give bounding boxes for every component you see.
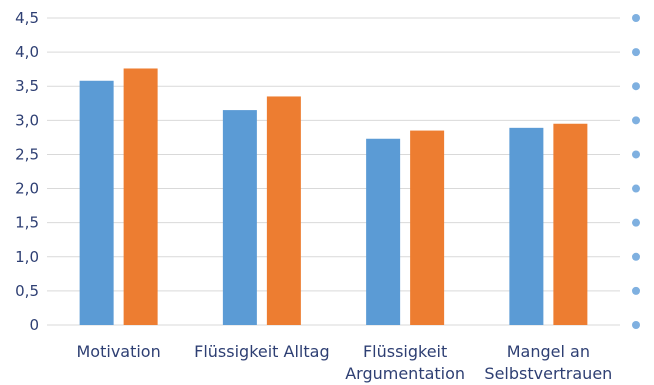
bar bbox=[123, 68, 158, 326]
right-axis-marker bbox=[632, 184, 640, 193]
y-tick-label: 4,0 bbox=[15, 43, 39, 61]
right-axis-marker bbox=[632, 82, 640, 91]
bar bbox=[509, 127, 544, 326]
y-tick-label: 2,0 bbox=[15, 180, 39, 198]
x-axis-category-labels: Motivation Flüssigkeit Alltag Flüssigkeit A… bbox=[77, 342, 613, 383]
right-axis-marker bbox=[632, 218, 640, 227]
y-tick-label: 4,5 bbox=[15, 9, 39, 27]
bar bbox=[366, 138, 401, 325]
right-axis-markers bbox=[632, 14, 640, 329]
bar bbox=[222, 110, 257, 325]
right-axis-marker bbox=[632, 286, 640, 295]
right-axis-marker bbox=[632, 252, 640, 261]
x-category-label: Motivation bbox=[77, 342, 161, 361]
y-tick-label: 0,5 bbox=[15, 282, 39, 300]
x-category-label: Flüssigkeit Argumentation bbox=[345, 342, 465, 383]
bar bbox=[553, 123, 588, 325]
right-axis-marker bbox=[632, 48, 640, 57]
y-tick-label: 1,5 bbox=[15, 214, 39, 232]
x-category-label: Mangel an Selbstvertrauen bbox=[484, 342, 612, 383]
y-axis-tick-labels: 0 0,5 1,0 1,5 2,0 2,5 3,0 3,5 4,0 4,5 bbox=[15, 9, 39, 334]
right-axis-marker bbox=[632, 150, 640, 159]
x-category-label: Flüssigkeit Alltag bbox=[194, 342, 329, 361]
y-tick-label: 2,5 bbox=[15, 145, 39, 163]
y-tick-label: 1,0 bbox=[15, 248, 39, 266]
bar bbox=[266, 96, 301, 325]
right-axis-marker bbox=[632, 14, 640, 22]
bars bbox=[79, 68, 588, 326]
y-tick-label: 0 bbox=[29, 316, 39, 334]
right-axis-marker bbox=[632, 116, 640, 125]
y-tick-label: 3,0 bbox=[15, 111, 39, 129]
right-axis-marker bbox=[632, 321, 640, 329]
bar bbox=[410, 130, 445, 325]
bar bbox=[79, 80, 114, 326]
y-tick-label: 3,5 bbox=[15, 77, 39, 95]
